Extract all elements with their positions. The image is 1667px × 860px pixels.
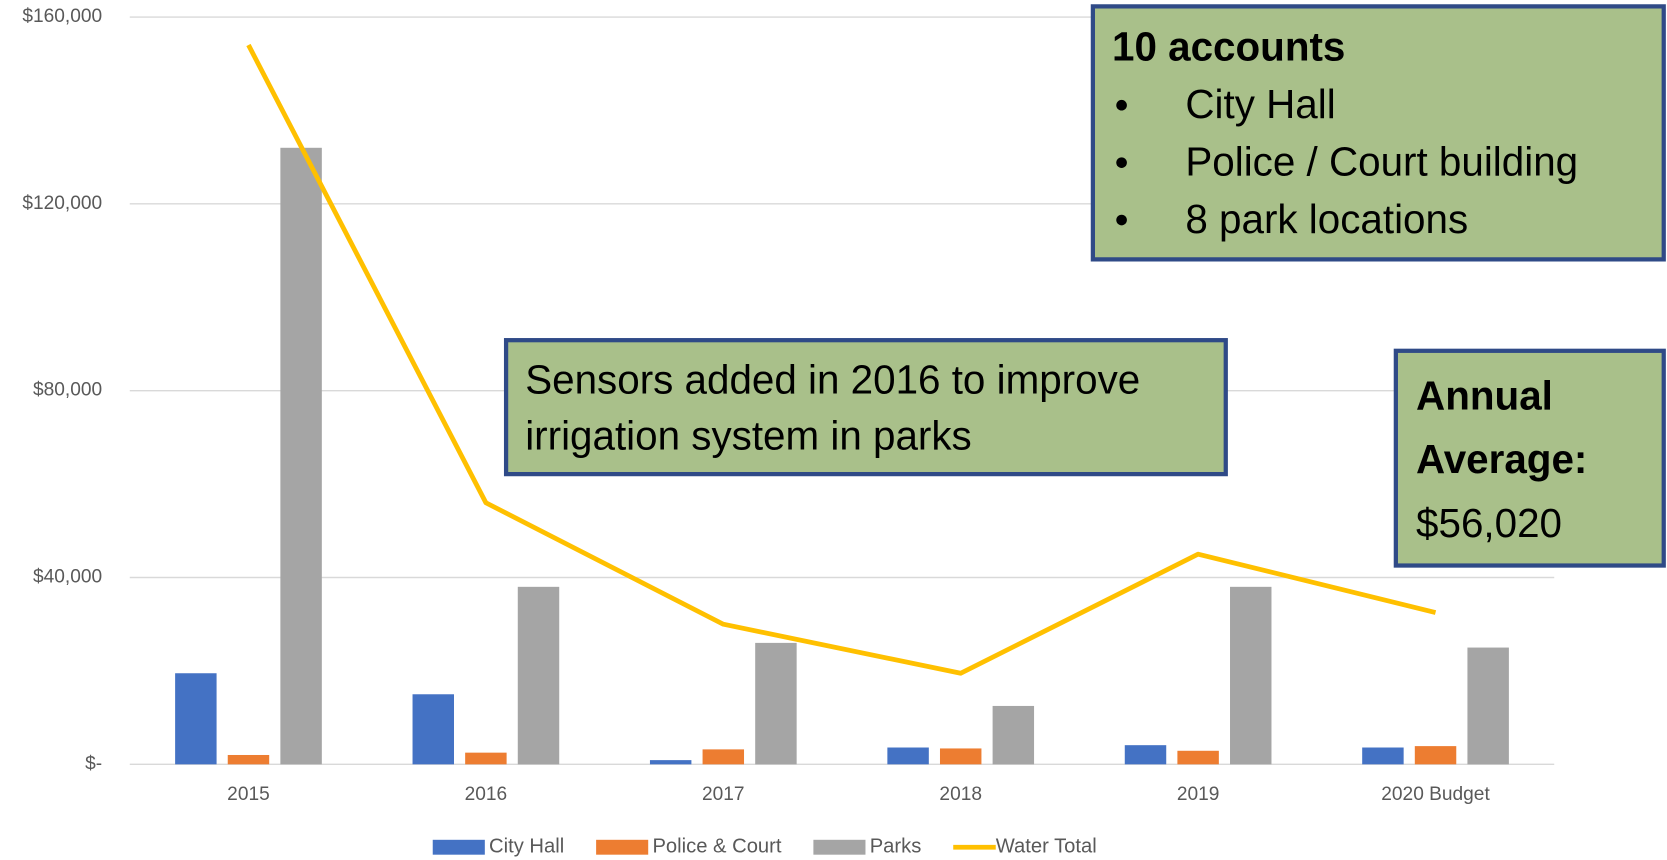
annotation-title: Average: <box>1416 436 1587 482</box>
bullet <box>1116 157 1127 168</box>
annotation-text: Sensors added in 2016 to improve <box>525 356 1140 402</box>
bar <box>1467 647 1509 765</box>
bullet <box>1116 99 1127 111</box>
bar <box>649 760 692 765</box>
annotation-box <box>503 338 1228 477</box>
bar <box>755 642 797 765</box>
legend-swatch <box>432 839 485 855</box>
bar <box>702 749 745 765</box>
x-tick-label: 2017 <box>702 784 745 805</box>
y-tick-label: $80,000 <box>33 380 102 401</box>
annotation-text: irrigation system in parks <box>525 413 972 459</box>
bullet <box>1116 214 1127 226</box>
bar <box>1230 586 1272 765</box>
annotation-title: 10 accounts <box>1112 24 1345 70</box>
annotation-title: Annual <box>1416 372 1553 418</box>
bar <box>227 754 270 765</box>
x-tick-label: 2018 <box>939 784 982 805</box>
bar <box>517 586 560 765</box>
annotation-item: Police / Court building <box>1185 138 1578 184</box>
y-tick-label: $160,000 <box>22 6 102 27</box>
bar <box>992 705 1035 765</box>
x-tick-label: 2020 Budget <box>1381 784 1490 805</box>
bar <box>280 147 322 765</box>
annotation-text: $56,020 <box>1416 500 1562 546</box>
annotation-item: 8 park locations <box>1185 196 1468 242</box>
x-tick-label: 2015 <box>227 784 270 805</box>
legend-swatch <box>813 839 866 855</box>
bar <box>939 748 982 765</box>
line <box>246 43 1437 676</box>
bar <box>1414 746 1457 765</box>
bar <box>887 747 929 765</box>
bar <box>1177 750 1219 765</box>
bar <box>412 694 454 765</box>
legend-label: Police & Court <box>652 836 781 858</box>
legend-label: Parks <box>870 836 922 858</box>
bar <box>465 752 507 765</box>
x-tick-label: 2016 <box>465 784 508 805</box>
legend-label: Water Total <box>996 836 1097 858</box>
annotation-box <box>1393 348 1666 568</box>
bar <box>1362 747 1404 765</box>
bar <box>175 673 217 765</box>
x-tick-label: 2019 <box>1177 784 1220 805</box>
y-tick-label: $120,000 <box>22 193 102 214</box>
annotation-item: City Hall <box>1185 81 1335 127</box>
y-tick-label: $- <box>85 753 102 774</box>
y-tick-label: $40,000 <box>33 567 102 588</box>
legend-swatch <box>596 839 649 855</box>
legend-label: City Hall <box>489 836 564 858</box>
bar <box>1124 745 1167 765</box>
annotation-box <box>1090 4 1666 262</box>
